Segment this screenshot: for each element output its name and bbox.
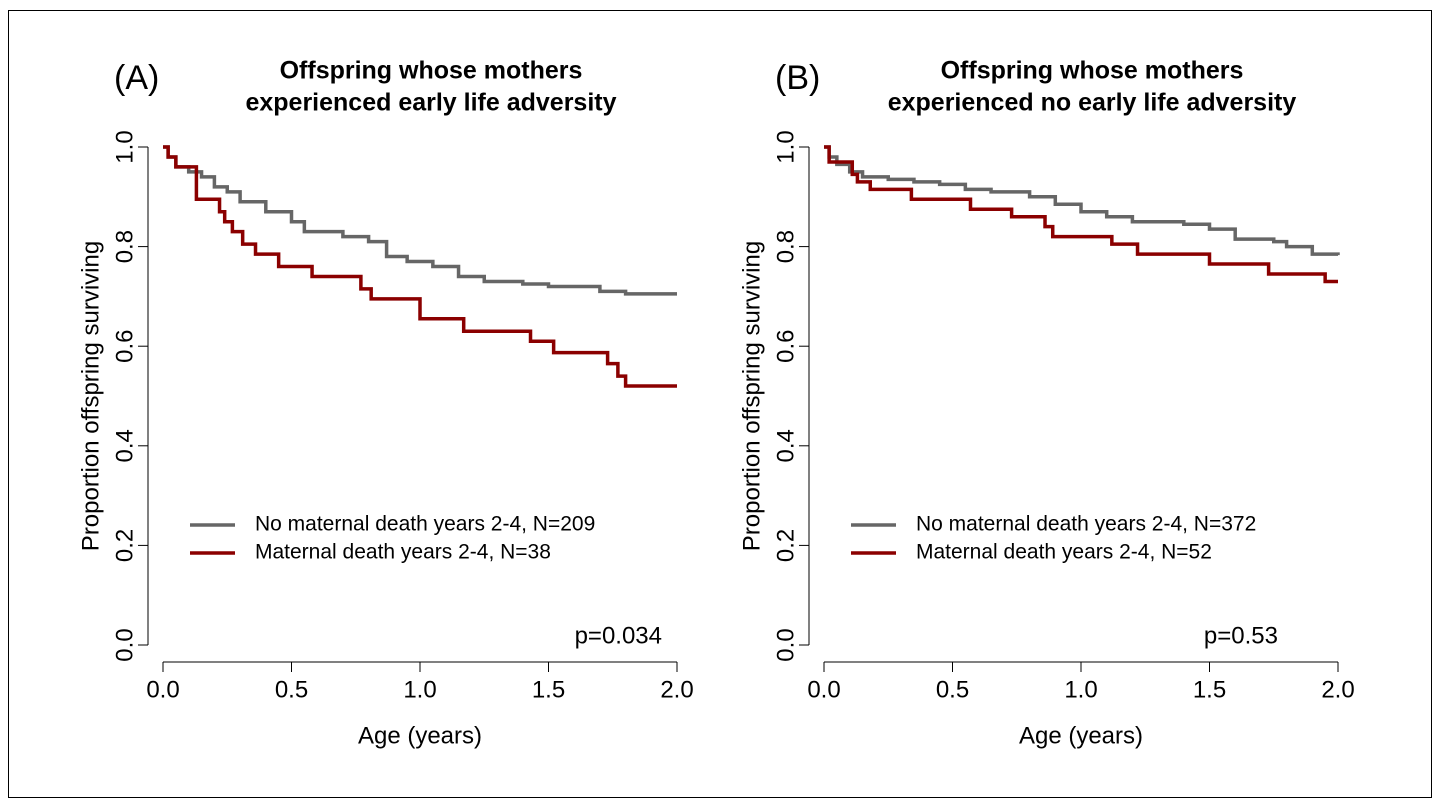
y-tick-label: 0.4 — [111, 429, 138, 462]
legend-label: No maternal death years 2-4, N=209 — [255, 513, 595, 536]
y-tick-label: 1.0 — [111, 130, 138, 163]
x-tick-label: 0.5 — [275, 676, 308, 703]
y-tick-label: 1.0 — [772, 130, 799, 163]
x-tick-label: 0.0 — [807, 676, 840, 703]
chart-title: experienced early life adversity — [245, 89, 616, 117]
x-tick-label: 1.0 — [403, 676, 436, 703]
survival-line — [824, 145, 1340, 256]
x-axis-label: Age (years) — [1019, 722, 1143, 749]
x-tick-label: 2.0 — [1321, 676, 1354, 703]
x-axis-label: Age (years) — [358, 722, 482, 749]
survival-line — [163, 145, 677, 296]
y-tick-label: 0.6 — [772, 330, 799, 363]
survival-line — [824, 145, 1338, 284]
legend-label: No maternal death years 2-4, N=372 — [916, 513, 1256, 536]
y-tick-label: 0.0 — [772, 628, 799, 661]
y-tick-label: 0.6 — [111, 330, 138, 363]
p-value: p=0.034 — [575, 622, 662, 649]
chart-title: experienced no early life adversity — [888, 89, 1297, 117]
y-tick-label: 0.4 — [772, 429, 799, 462]
x-tick-label: 1.0 — [1064, 676, 1097, 703]
y-tick-label: 0.8 — [111, 230, 138, 263]
y-axis-label: Proportion offspring surviving — [77, 241, 104, 551]
x-tick-label: 0.0 — [146, 676, 179, 703]
y-tick-label: 0.0 — [111, 628, 138, 661]
y-axis-label: Proportion offspring surviving — [738, 241, 765, 551]
survival-line — [163, 145, 677, 388]
panel-label: (B) — [775, 59, 820, 97]
x-tick-label: 0.5 — [936, 676, 969, 703]
y-tick-label: 0.8 — [772, 230, 799, 263]
p-value: p=0.53 — [1204, 622, 1278, 649]
chart-title: Offspring whose mothers — [941, 57, 1244, 85]
panel-label: (A) — [114, 59, 159, 97]
x-tick-label: 2.0 — [660, 676, 693, 703]
legend-label: Maternal death years 2-4, N=38 — [255, 541, 551, 564]
chart-title: Offspring whose mothers — [280, 57, 583, 85]
legend-label: Maternal death years 2-4, N=52 — [916, 541, 1212, 564]
x-tick-label: 1.5 — [1193, 676, 1226, 703]
y-tick-label: 0.2 — [772, 529, 799, 562]
x-tick-label: 1.5 — [532, 676, 565, 703]
y-tick-label: 0.2 — [111, 529, 138, 562]
